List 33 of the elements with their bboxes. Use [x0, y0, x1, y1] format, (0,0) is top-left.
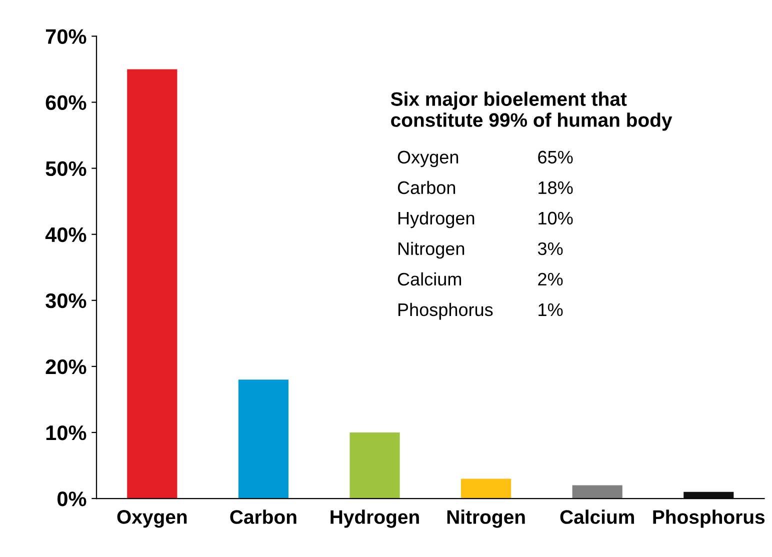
annotation: 18%: [538, 181, 573, 194]
annotation: Oxygen: [398, 150, 458, 168]
x-tick-label: Calcium: [560, 510, 634, 524]
x-tick-label: Hydrogen: [330, 510, 419, 528]
text: Six major bioelement that constitute 99% of human body: [390, 92, 672, 131]
y-tick-label: 20%: [46, 359, 86, 374]
bar: [238, 380, 288, 499]
y-tick-label: 70%: [46, 29, 86, 44]
y-tick-label: 50%: [46, 161, 86, 176]
x-tick-label: Carbon: [230, 510, 296, 524]
y-tick-label: 0%: [57, 492, 86, 506]
annotation: 10%: [538, 212, 573, 225]
y-tick-label: 30%: [46, 293, 86, 308]
x-tick-label: Oxygen: [117, 510, 187, 528]
annotation: 65%: [538, 150, 573, 164]
y-tick-label: 40%: [45, 227, 86, 242]
bar: [350, 432, 400, 499]
annotation: 3%: [538, 242, 563, 256]
annotation: Hydrogen: [398, 211, 474, 228]
annotation: 2%: [538, 272, 563, 286]
bar: [127, 69, 178, 499]
bar: [572, 485, 622, 499]
x-tick-label: Phosphorus: [653, 510, 765, 528]
annotation: Phosphorus: [398, 302, 493, 320]
y-tick-label: 10%: [46, 425, 86, 440]
annotation: 1%: [538, 303, 563, 316]
y-tick-label: 60%: [46, 95, 86, 110]
annotation: Carbon: [398, 180, 456, 194]
annotation: Nitrogen: [398, 242, 464, 259]
annotation: Calcium: [398, 272, 462, 286]
bar: [460, 478, 512, 499]
bar: [684, 492, 734, 499]
x-tick-label: Nitrogen: [447, 510, 525, 528]
